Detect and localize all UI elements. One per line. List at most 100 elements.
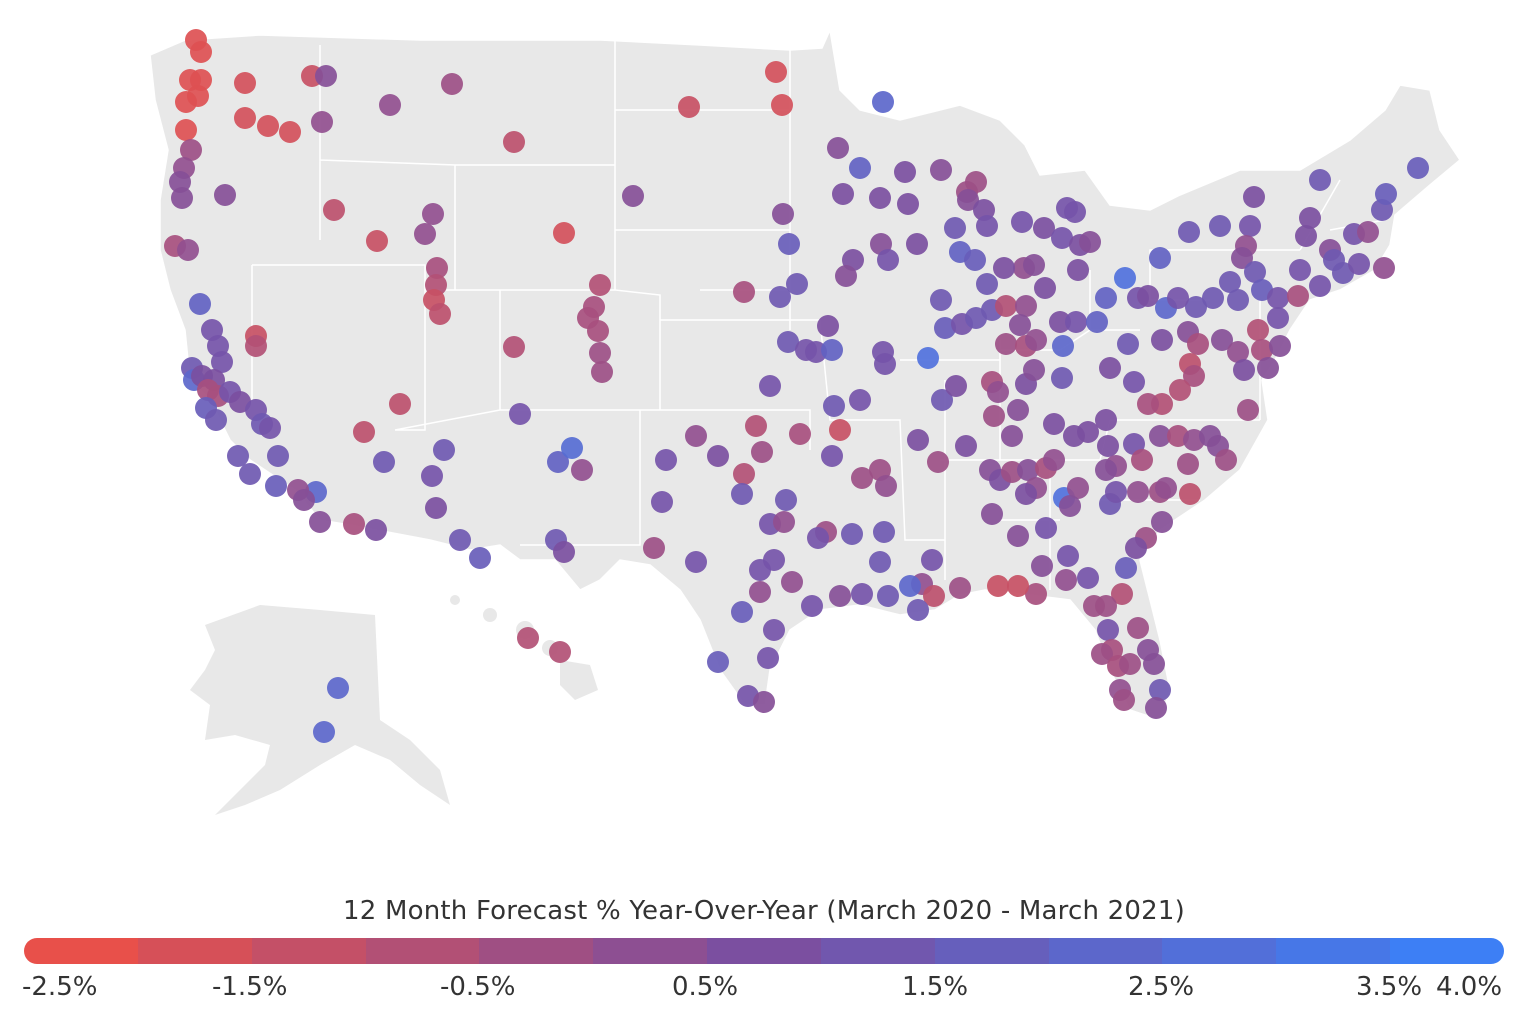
metro-marker[interactable] bbox=[1237, 399, 1259, 421]
metro-marker[interactable] bbox=[651, 491, 673, 513]
metro-marker[interactable] bbox=[189, 293, 211, 315]
metro-marker[interactable] bbox=[1025, 329, 1047, 351]
metro-marker[interactable] bbox=[214, 184, 236, 206]
metro-marker[interactable] bbox=[827, 137, 849, 159]
metro-marker[interactable] bbox=[1033, 217, 1055, 239]
metro-marker[interactable] bbox=[769, 286, 791, 308]
metro-marker[interactable] bbox=[227, 445, 249, 467]
metro-marker[interactable] bbox=[1131, 449, 1153, 471]
metro-marker[interactable] bbox=[469, 547, 491, 569]
metro-marker[interactable] bbox=[1023, 359, 1045, 381]
metro-marker[interactable] bbox=[1137, 285, 1159, 307]
metro-marker[interactable] bbox=[965, 171, 987, 193]
metro-marker[interactable] bbox=[205, 409, 227, 431]
metro-marker[interactable] bbox=[1095, 409, 1117, 431]
metro-marker[interactable] bbox=[832, 183, 854, 205]
metro-marker[interactable] bbox=[1091, 643, 1113, 665]
metro-marker[interactable] bbox=[874, 353, 896, 375]
metro-marker[interactable] bbox=[987, 381, 1009, 403]
metro-marker[interactable] bbox=[1287, 285, 1309, 307]
metro-marker[interactable] bbox=[1001, 461, 1023, 483]
metro-marker[interactable] bbox=[789, 423, 811, 445]
metro-marker[interactable] bbox=[1025, 583, 1047, 605]
metro-marker[interactable] bbox=[1115, 557, 1137, 579]
metro-marker[interactable] bbox=[923, 585, 945, 607]
metro-marker[interactable] bbox=[1077, 567, 1099, 589]
metro-marker[interactable] bbox=[875, 475, 897, 497]
metro-marker[interactable] bbox=[745, 415, 767, 437]
metro-marker[interactable] bbox=[821, 339, 843, 361]
metro-marker[interactable] bbox=[981, 503, 1003, 525]
metro-marker[interactable] bbox=[517, 627, 539, 649]
metro-marker[interactable] bbox=[733, 463, 755, 485]
metro-marker[interactable] bbox=[733, 281, 755, 303]
metro-marker[interactable] bbox=[353, 421, 375, 443]
metro-marker[interactable] bbox=[1257, 357, 1279, 379]
metro-marker[interactable] bbox=[983, 405, 1005, 427]
metro-marker[interactable] bbox=[781, 571, 803, 593]
metro-marker[interactable] bbox=[1215, 449, 1237, 471]
metro-marker[interactable] bbox=[897, 193, 919, 215]
metro-marker[interactable] bbox=[1185, 296, 1207, 318]
metro-marker[interactable] bbox=[1043, 413, 1065, 435]
metro-marker[interactable] bbox=[1086, 311, 1108, 333]
metro-marker[interactable] bbox=[1178, 221, 1200, 243]
metro-marker[interactable] bbox=[589, 342, 611, 364]
metro-marker[interactable] bbox=[433, 439, 455, 461]
metro-marker[interactable] bbox=[949, 577, 971, 599]
metro-marker[interactable] bbox=[1251, 339, 1273, 361]
metro-marker[interactable] bbox=[877, 249, 899, 271]
metro-marker[interactable] bbox=[1231, 247, 1253, 269]
metro-marker[interactable] bbox=[1309, 275, 1331, 297]
metro-marker[interactable] bbox=[211, 351, 233, 373]
metro-marker[interactable] bbox=[1114, 267, 1136, 289]
metro-marker[interactable] bbox=[1051, 367, 1073, 389]
metro-marker[interactable] bbox=[1137, 393, 1159, 415]
metro-marker[interactable] bbox=[234, 107, 256, 129]
metro-marker[interactable] bbox=[1167, 287, 1189, 309]
metro-marker[interactable] bbox=[1169, 379, 1191, 401]
metro-marker[interactable] bbox=[1149, 247, 1171, 269]
metro-marker[interactable] bbox=[1219, 271, 1241, 293]
metro-marker[interactable] bbox=[425, 497, 447, 519]
metro-marker[interactable] bbox=[1233, 359, 1255, 381]
metro-marker[interactable] bbox=[422, 203, 444, 225]
metro-marker[interactable] bbox=[169, 171, 191, 193]
metro-marker[interactable] bbox=[1375, 183, 1397, 205]
metro-marker[interactable] bbox=[801, 595, 823, 617]
metro-marker[interactable] bbox=[327, 677, 349, 699]
metro-marker[interactable] bbox=[817, 315, 839, 337]
metro-marker[interactable] bbox=[1373, 257, 1395, 279]
metro-marker[interactable] bbox=[757, 647, 779, 669]
metro-marker[interactable] bbox=[1211, 329, 1233, 351]
metro-marker[interactable] bbox=[190, 41, 212, 63]
metro-marker[interactable] bbox=[1117, 333, 1139, 355]
metro-marker[interactable] bbox=[927, 451, 949, 473]
metro-marker[interactable] bbox=[1202, 287, 1224, 309]
metro-marker[interactable] bbox=[1011, 211, 1033, 233]
metro-marker[interactable] bbox=[1149, 679, 1171, 701]
metro-marker[interactable] bbox=[1095, 287, 1117, 309]
metro-marker[interactable] bbox=[643, 537, 665, 559]
metro-marker[interactable] bbox=[851, 467, 873, 489]
metro-marker[interactable] bbox=[1125, 537, 1147, 559]
metro-marker[interactable] bbox=[945, 375, 967, 397]
metro-marker[interactable] bbox=[323, 199, 345, 221]
metro-marker[interactable] bbox=[778, 233, 800, 255]
metro-marker[interactable] bbox=[731, 483, 753, 505]
metro-marker[interactable] bbox=[678, 96, 700, 118]
metro-marker[interactable] bbox=[1059, 495, 1081, 517]
metro-marker[interactable] bbox=[1357, 221, 1379, 243]
metro-marker[interactable] bbox=[553, 541, 575, 563]
metro-marker[interactable] bbox=[987, 575, 1009, 597]
metro-marker[interactable] bbox=[685, 425, 707, 447]
metro-marker[interactable] bbox=[1247, 319, 1269, 341]
metro-marker[interactable] bbox=[1239, 215, 1261, 237]
metro-marker[interactable] bbox=[426, 257, 448, 279]
metro-marker[interactable] bbox=[1127, 481, 1149, 503]
metro-marker[interactable] bbox=[1187, 333, 1209, 355]
metro-marker[interactable] bbox=[1015, 295, 1037, 317]
metro-marker[interactable] bbox=[311, 111, 333, 133]
metro-marker[interactable] bbox=[379, 94, 401, 116]
metro-marker[interactable] bbox=[1289, 259, 1311, 281]
